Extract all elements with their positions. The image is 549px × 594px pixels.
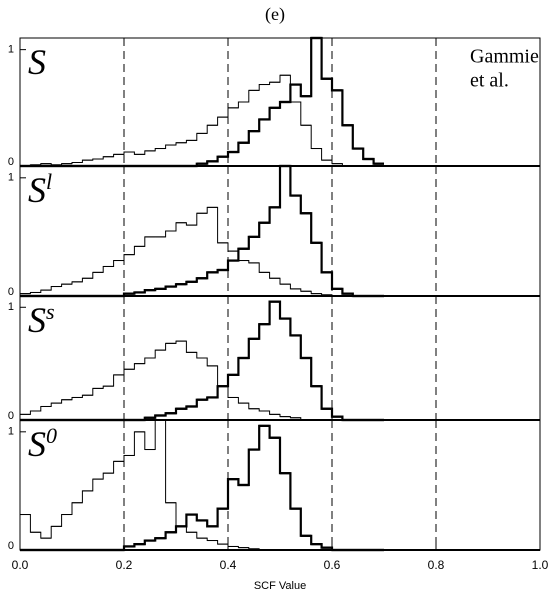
y-tick-label: 0 [8,540,14,552]
x-tick-label: 1.0 [532,558,549,572]
chart-title: (e) [265,4,285,25]
panel-label-sup: s [46,299,55,324]
x-axis-label: SCF Value [254,580,306,592]
y-tick-label: 0 [8,286,14,298]
panel-label: S [28,42,46,82]
x-tick-label: 0.2 [116,558,133,572]
y-tick-label: 1 [8,301,14,313]
panel-label: Sl [28,169,52,210]
y-tick-label: 1 [8,44,14,56]
panel-label: S0 [28,423,57,464]
annotation: Gammie [470,46,539,68]
panel-label-sup: 0 [46,423,57,448]
panel-label-main: S [28,300,46,340]
histogram-outline [20,424,384,552]
x-tick-label: 0.8 [428,558,445,572]
x-tick-label: 0.4 [220,558,237,572]
y-tick-label: 0 [8,410,14,422]
histogram-outline [19,419,384,551]
y-tick-label: 1 [8,426,14,438]
histogram-outline [20,164,384,298]
histogram-outline [19,206,384,297]
histogram-outline [20,36,384,168]
y-tick-label: 1 [8,172,14,184]
histogram-outline [20,300,384,422]
x-tick-label: 0.0 [12,558,29,572]
panel-label-sup: l [46,169,52,194]
y-tick-label: 0 [8,156,14,168]
panel-label-main: S [28,42,46,82]
panel-label-main: S [28,170,46,210]
histogram-outline [20,74,384,167]
panel-label: Ss [28,299,55,340]
x-tick-label: 0.6 [324,558,341,572]
panel-label-main: S [28,424,46,464]
annotation: et al. [470,70,509,92]
